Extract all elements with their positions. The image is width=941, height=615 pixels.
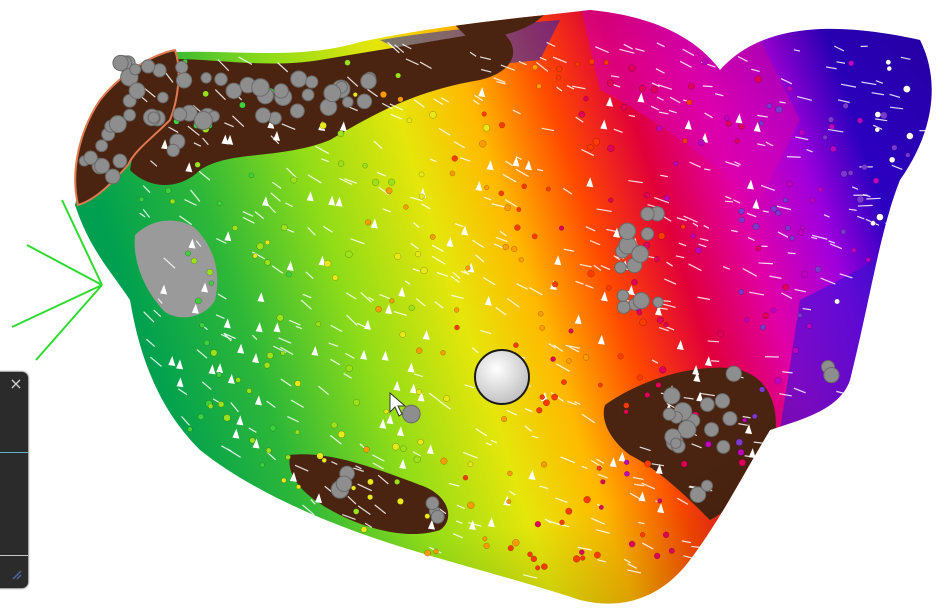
- ablation-tags: [78, 54, 840, 524]
- signal-baseline: [0, 555, 28, 556]
- resize-handle-icon[interactable]: [12, 570, 22, 580]
- signal-trace: [0, 452, 28, 453]
- mapping-points: [138, 58, 914, 571]
- propagation-vectors: [139, 41, 933, 579]
- side-signal-panel[interactable]: ×: [0, 372, 28, 588]
- close-icon[interactable]: ×: [9, 374, 23, 393]
- orientation-arrow-icon: [11, 199, 103, 361]
- pointer-cursor-icon: [389, 391, 407, 417]
- catheter-tip-icon[interactable]: [474, 349, 530, 405]
